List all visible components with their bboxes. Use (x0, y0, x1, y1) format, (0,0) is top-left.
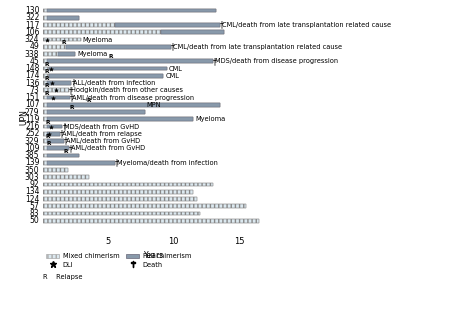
Text: R: R (47, 141, 52, 146)
Text: 109: 109 (25, 144, 39, 153)
Text: R: R (46, 134, 50, 139)
Text: 385: 385 (25, 151, 39, 160)
Text: AML/death from GvHD: AML/death from GvHD (71, 145, 145, 151)
Text: 303: 303 (25, 173, 39, 182)
Text: Myeloma: Myeloma (77, 51, 108, 57)
Text: R: R (45, 69, 49, 74)
Text: AML/death from GvHD: AML/death from GvHD (65, 138, 140, 144)
Text: CML/death from late transplantation related cause: CML/death from late transplantation rela… (173, 44, 342, 50)
Text: CML: CML (169, 66, 183, 71)
Text: 119: 119 (25, 115, 39, 124)
Text: CML: CML (165, 73, 179, 79)
Text: 136: 136 (25, 78, 39, 88)
Text: †: † (171, 42, 175, 51)
Text: R: R (61, 40, 66, 45)
Text: †: † (213, 57, 217, 66)
Text: 49: 49 (30, 42, 39, 51)
Text: ALL/death from infection: ALL/death from infection (73, 80, 156, 86)
Text: 106: 106 (25, 28, 39, 37)
Text: 338: 338 (25, 50, 39, 59)
Text: Myeloma: Myeloma (82, 36, 113, 43)
Text: 139: 139 (25, 158, 39, 167)
Text: 45: 45 (30, 57, 39, 66)
Text: R: R (69, 105, 74, 110)
Text: †: † (219, 21, 223, 29)
Text: †: † (69, 144, 73, 153)
Text: R: R (45, 91, 49, 96)
Text: R: R (64, 149, 69, 154)
Text: R: R (86, 98, 91, 103)
Text: 322: 322 (25, 13, 39, 22)
Text: R: R (46, 120, 50, 125)
X-axis label: Years: Years (144, 251, 164, 260)
Text: 279: 279 (25, 108, 39, 117)
Text: 50: 50 (30, 216, 39, 225)
Text: †: † (70, 93, 74, 102)
Text: †: † (72, 78, 75, 88)
Text: Myeloma: Myeloma (195, 116, 226, 122)
Text: 117: 117 (25, 21, 39, 29)
Text: 350: 350 (25, 166, 39, 174)
Text: Myeloma/death from infection: Myeloma/death from infection (117, 160, 218, 166)
Text: 134: 134 (25, 187, 39, 196)
Text: R: R (45, 76, 49, 81)
Text: †: † (60, 129, 64, 138)
Text: R: R (45, 62, 49, 67)
Text: 174: 174 (25, 71, 39, 80)
Text: 92: 92 (30, 180, 39, 189)
Text: MDS/death from disease progression: MDS/death from disease progression (215, 58, 338, 64)
Text: CML/death from late transplantation related cause: CML/death from late transplantation rela… (221, 22, 391, 28)
Text: 83: 83 (30, 209, 39, 218)
Text: R: R (45, 83, 49, 88)
Text: 130: 130 (25, 6, 39, 15)
Text: AML/death from disease progression: AML/death from disease progression (72, 95, 194, 101)
Text: R: R (109, 54, 113, 60)
Text: 151: 151 (25, 93, 39, 102)
Text: †: † (64, 137, 67, 146)
Text: AML/death from relapse: AML/death from relapse (62, 131, 142, 137)
Text: 324: 324 (25, 35, 39, 44)
Text: 107: 107 (25, 100, 39, 109)
Legend: Mixed chimerism, DLI, Full chimerism, Death: Mixed chimerism, DLI, Full chimerism, De… (46, 253, 191, 268)
Text: †: † (62, 122, 66, 131)
Text: 73: 73 (30, 86, 39, 95)
Text: †: † (115, 158, 118, 167)
Text: 148: 148 (25, 64, 39, 73)
Y-axis label: UPN: UPN (20, 110, 29, 125)
Text: 124: 124 (25, 195, 39, 204)
Text: 216: 216 (25, 122, 39, 131)
Text: 329: 329 (25, 137, 39, 146)
Text: R    Relapse: R Relapse (43, 274, 82, 280)
Text: MPN: MPN (147, 102, 161, 108)
Text: 57: 57 (30, 202, 39, 211)
Text: 252: 252 (25, 129, 39, 138)
Text: Hodgkin/death from other causes: Hodgkin/death from other causes (71, 87, 183, 93)
Text: †: † (69, 86, 73, 95)
Text: MDS/death from GvHD: MDS/death from GvHD (64, 123, 139, 129)
